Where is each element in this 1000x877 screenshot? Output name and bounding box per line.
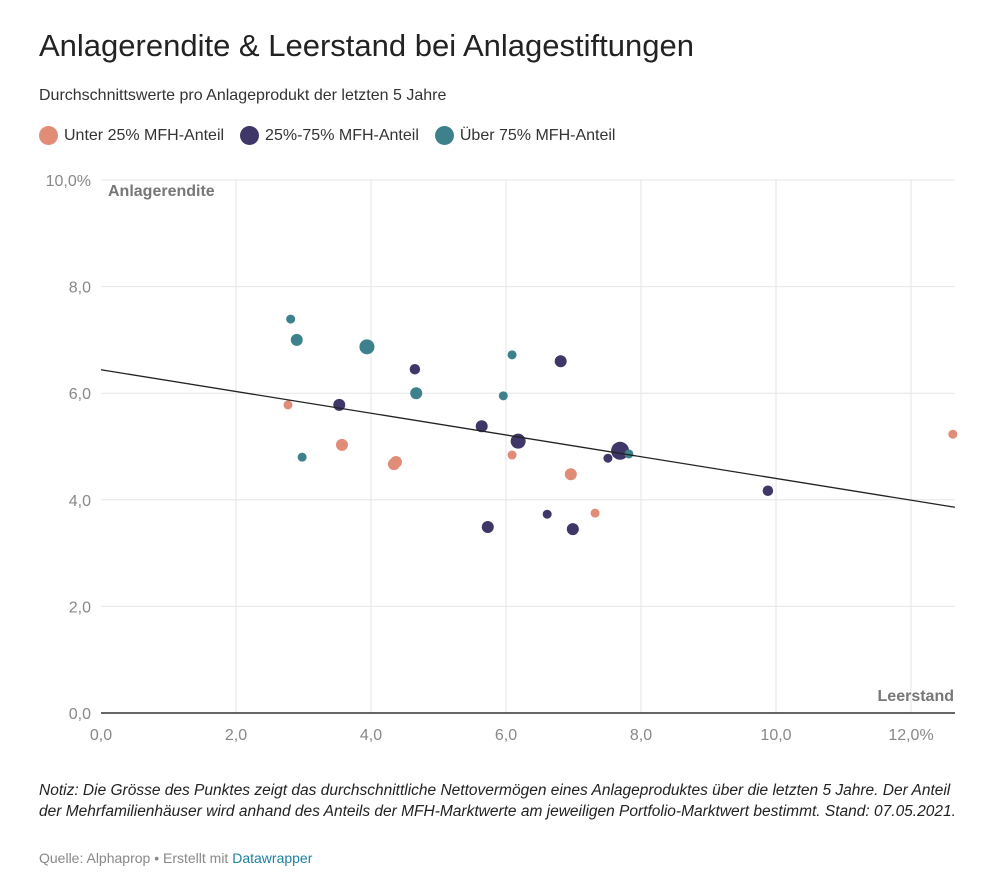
legend-label: 25%-75% MFH-Anteil [265,126,419,144]
y-tick-label: 4,0 [69,493,91,510]
data-point [283,400,293,410]
legend-label: Über 75% MFH-Anteil [459,126,616,144]
y-tick-label: 10,0% [46,173,91,190]
footnote: Notiz: Die Grösse des Punktes zeigt das … [39,782,956,820]
legend-swatch [39,126,58,145]
data-point [566,523,579,536]
x-tick-label: 4,0 [360,727,382,744]
data-point [624,449,634,459]
legend-swatch [434,126,454,145]
data-point [359,339,375,355]
y-tick-label: 8,0 [69,280,91,297]
data-point [481,520,494,533]
x-tick-label: 8,0 [630,727,652,744]
data-point [507,350,517,360]
datawrapper-link[interactable]: Datawrapper [232,850,313,866]
chart-subtitle: Durchschnittswerte pro Anlageprodukt der… [39,87,447,104]
x-axis-label: Leerstand [878,688,954,705]
legend-item: 25%-75% MFH-Anteil [240,126,419,145]
trend-line [100,369,955,508]
source-text: Quelle: Alphaprop • Erstellt mit [39,850,233,866]
data-point [507,450,517,460]
data-point [286,314,296,324]
chart-title: Anlagerendite & Leerstand bei Anlagestif… [39,28,694,63]
x-tick-label: 10,0 [760,727,791,744]
legend-item: Über 75% MFH-Anteil [434,126,616,145]
data-point [554,355,567,368]
y-tick-label: 2,0 [69,599,91,616]
data-point [762,485,774,496]
data-point [542,509,552,519]
x-tick-label: 12,0% [888,727,933,744]
x-tick-label: 0,0 [90,727,112,744]
legend-item: Unter 25% MFH-Anteil [39,126,224,145]
x-tick-label: 6,0 [495,727,517,744]
data-point [603,453,613,463]
legend-label: Unter 25% MFH-Anteil [64,126,225,144]
data-point [564,468,577,481]
legend-swatch [240,126,260,145]
data-point [410,387,423,400]
data-point [290,333,303,346]
data-point [475,420,488,433]
data-point [498,391,508,401]
data-point [590,508,600,518]
x-tick-label: 2,0 [225,727,247,744]
source-line: Quelle: Alphaprop • Erstellt mit Datawra… [39,850,312,866]
data-point [297,452,307,462]
data-point [335,438,348,451]
data-point [409,363,421,375]
y-axis-label: Anlagerendite [108,183,215,200]
y-tick-label: 6,0 [69,386,91,403]
legend: Unter 25% MFH-Anteil 25%-75% MFH-Anteil … [39,126,615,145]
y-tick-label: 0,0 [69,706,91,723]
data-point [389,455,402,468]
data-point [948,429,958,439]
